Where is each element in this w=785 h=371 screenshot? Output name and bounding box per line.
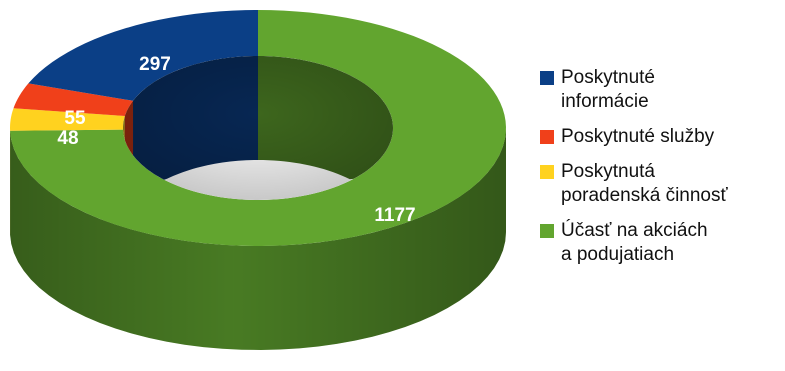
- hole-shading: [123, 56, 393, 200]
- legend-swatch: [540, 224, 554, 238]
- legend-swatch: [540, 165, 554, 179]
- data-label: 55: [64, 108, 86, 129]
- legend-item: Účasť na akciách a podujatiach: [540, 219, 785, 267]
- legend-label: Poskytnutá poradenská činnosť: [561, 160, 728, 208]
- legend-label: Účasť na akciách a podujatiach: [561, 219, 708, 267]
- legend-item: Poskytnuté služby: [540, 125, 785, 149]
- legend-item: Poskytnuté informácie: [540, 66, 785, 114]
- donut-hole: [123, 56, 393, 200]
- legend-label: Poskytnuté informácie: [561, 66, 655, 114]
- data-label: 297: [139, 54, 171, 75]
- legend-swatch: [540, 71, 554, 85]
- data-label: 1177: [374, 205, 415, 226]
- data-label: 48: [57, 128, 78, 149]
- legend-item: Poskytnutá poradenská činnosť: [540, 160, 785, 208]
- legend-label: Poskytnuté služby: [561, 125, 714, 149]
- legend: Poskytnuté informácie Poskytnuté služby Po…: [540, 66, 785, 278]
- legend-swatch: [540, 130, 554, 144]
